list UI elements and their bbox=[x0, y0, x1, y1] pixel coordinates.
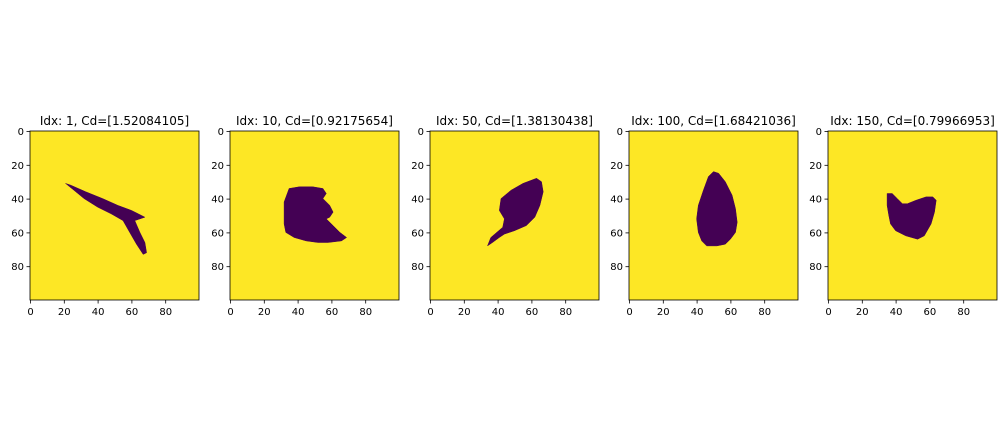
y-tick-label: 0 bbox=[816, 127, 822, 138]
y-tick-label: 20 bbox=[211, 161, 224, 172]
x-tick-label: 20 bbox=[258, 307, 271, 318]
x-tick-label: 80 bbox=[758, 307, 771, 318]
axes-frame bbox=[827, 130, 998, 301]
y-tick-label: 60 bbox=[809, 228, 822, 239]
x-tick-label: 0 bbox=[825, 307, 831, 318]
subplot-4: Idx: 100, Cd=[1.68421036] 0 20 40 60 80 0 20 40 6… bbox=[610, 114, 799, 318]
subplot-3: Idx: 50, Cd=[1.38130438] 0 20 40 60 80 0 20 40 60… bbox=[411, 114, 600, 318]
x-tick-label: 80 bbox=[159, 307, 172, 318]
x-tick-label: 40 bbox=[890, 307, 903, 318]
x-tick-label: 80 bbox=[559, 307, 572, 318]
axes-frame bbox=[229, 130, 400, 301]
y-tick-label: 60 bbox=[610, 228, 623, 239]
y-tick-label: 40 bbox=[809, 195, 822, 206]
x-tick-label: 60 bbox=[924, 307, 937, 318]
x-tick-label: 40 bbox=[691, 307, 704, 318]
axes-frame bbox=[429, 130, 600, 301]
x-tick-label: 20 bbox=[58, 307, 71, 318]
subplot-title: Idx: 50, Cd=[1.38130438] bbox=[436, 114, 593, 128]
shape-region bbox=[886, 193, 937, 240]
y-tick-label: 80 bbox=[411, 262, 424, 273]
x-tick-label: 60 bbox=[725, 307, 738, 318]
x-tick-label: 0 bbox=[626, 307, 632, 318]
shape-region bbox=[65, 183, 147, 255]
subplot-title: Idx: 1, Cd=[1.52084105] bbox=[40, 114, 189, 128]
shape-region bbox=[696, 171, 738, 247]
y-tick-label: 0 bbox=[617, 127, 623, 138]
y-tick-label: 60 bbox=[11, 228, 24, 239]
shape-region bbox=[283, 186, 347, 243]
y-tick-label: 40 bbox=[411, 195, 424, 206]
y-tick-label: 0 bbox=[218, 127, 224, 138]
x-tick-label: 80 bbox=[359, 307, 372, 318]
x-tick-label: 40 bbox=[292, 307, 305, 318]
y-tick-label: 80 bbox=[11, 262, 24, 273]
y-tick-label: 20 bbox=[610, 161, 623, 172]
axes-frame bbox=[628, 130, 799, 301]
y-tick-label: 0 bbox=[418, 127, 424, 138]
x-tick-label: 60 bbox=[126, 307, 139, 318]
x-tick-label: 60 bbox=[526, 307, 539, 318]
x-tick-label: 40 bbox=[92, 307, 105, 318]
y-tick-label: 20 bbox=[809, 161, 822, 172]
x-tick-label: 20 bbox=[458, 307, 471, 318]
shape-region bbox=[487, 178, 544, 247]
y-tick-label: 20 bbox=[411, 161, 424, 172]
subplot-5: Idx: 150, Cd=[0.79966953] 0 20 40 60 80 0 20 40 6… bbox=[809, 114, 998, 318]
subplot-2: Idx: 10, Cd=[0.92175654] 0 20 40 60 80 0 20 40 60… bbox=[211, 114, 400, 318]
subplot-title: Idx: 100, Cd=[1.68421036] bbox=[631, 114, 796, 128]
x-tick-label: 20 bbox=[856, 307, 869, 318]
subplot-title: Idx: 150, Cd=[0.79966953] bbox=[830, 114, 995, 128]
y-tick-label: 20 bbox=[11, 161, 24, 172]
y-tick-label: 80 bbox=[211, 262, 224, 273]
x-tick-label: 40 bbox=[492, 307, 505, 318]
axes-frame bbox=[29, 130, 200, 301]
x-tick-label: 80 bbox=[957, 307, 970, 318]
y-tick-label: 60 bbox=[211, 228, 224, 239]
y-tick-label: 60 bbox=[411, 228, 424, 239]
x-tick-label: 20 bbox=[657, 307, 670, 318]
x-tick-label: 0 bbox=[227, 307, 233, 318]
y-tick-label: 40 bbox=[11, 195, 24, 206]
y-tick-label: 80 bbox=[809, 262, 822, 273]
x-tick-label: 60 bbox=[326, 307, 339, 318]
y-tick-label: 80 bbox=[610, 262, 623, 273]
y-tick-label: 0 bbox=[18, 127, 24, 138]
x-tick-label: 0 bbox=[427, 307, 433, 318]
subplot-1: Idx: 1, Cd=[1.52084105] 0 20 40 60 80 0 20 40 60 8… bbox=[11, 114, 200, 318]
y-tick-label: 40 bbox=[211, 195, 224, 206]
x-tick-label: 0 bbox=[27, 307, 33, 318]
y-tick-label: 40 bbox=[610, 195, 623, 206]
subplot-title: Idx: 10, Cd=[0.92175654] bbox=[236, 114, 393, 128]
